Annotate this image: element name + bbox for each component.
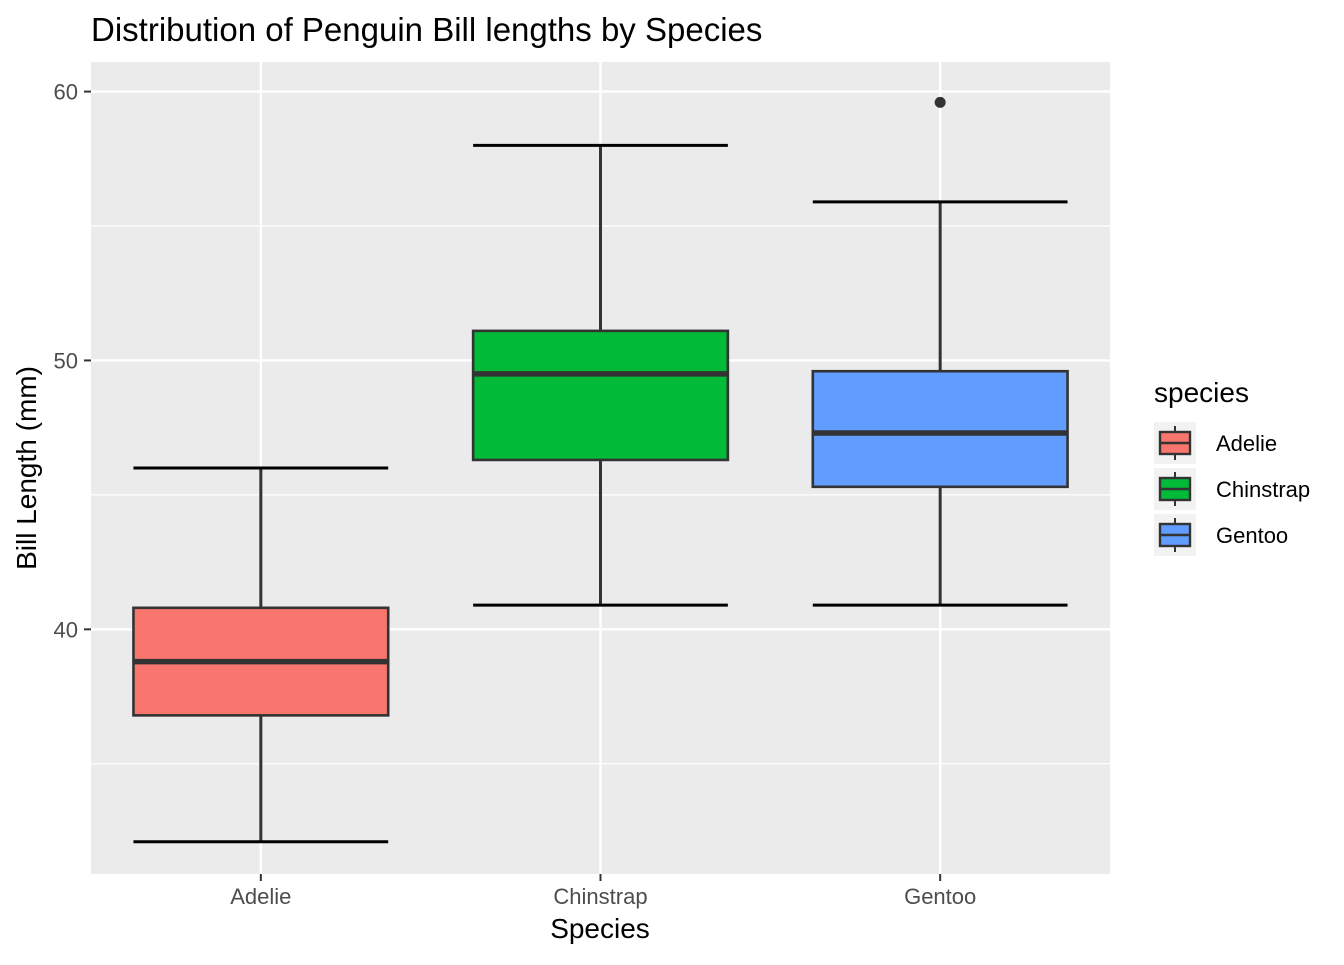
legend-item-gentoo: Gentoo [1154, 514, 1288, 556]
box-body [811, 369, 1069, 489]
chart-title: Distribution of Penguin Bill lengths by … [91, 11, 762, 48]
legend-title: species [1154, 377, 1249, 408]
y-tick-label: 50 [54, 348, 78, 373]
x-tick-label: Gentoo [904, 884, 976, 909]
legend-label: Chinstrap [1216, 477, 1310, 502]
outlier-point [934, 96, 946, 108]
legend: species Adelie Chinstrap Gentoo [1154, 377, 1310, 556]
box-adelie [132, 466, 390, 844]
legend-label: Adelie [1216, 431, 1277, 456]
y-tick-label: 60 [54, 80, 78, 105]
x-tick-label: Chinstrap [553, 884, 647, 909]
legend-item-adelie: Adelie [1154, 422, 1277, 464]
axes: 40 50 60 Adelie Chinstrap Gentoo [54, 80, 977, 909]
x-tick-label: Adelie [230, 884, 291, 909]
x-axis-title: Species [550, 913, 650, 944]
box-gentoo [811, 96, 1069, 607]
box-body [471, 329, 730, 462]
box-chinstrap [471, 143, 730, 607]
legend-label: Gentoo [1216, 523, 1288, 548]
box-series [132, 96, 1069, 844]
y-axis-title: Bill Length (mm) [11, 366, 42, 570]
y-tick-label: 40 [54, 617, 78, 642]
legend-item-chinstrap: Chinstrap [1154, 468, 1310, 510]
